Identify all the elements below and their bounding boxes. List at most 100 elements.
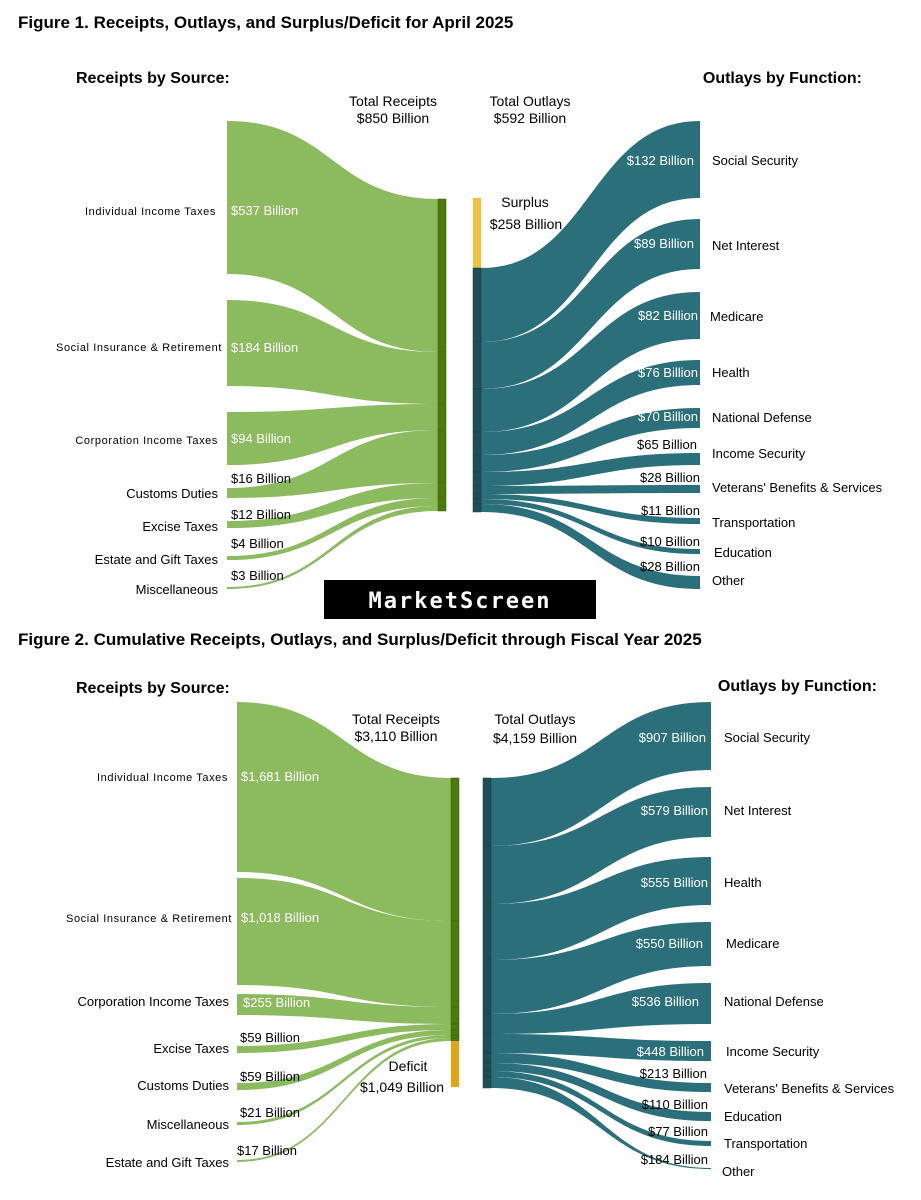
fig2-outlay-name-1: Net Interest	[724, 803, 792, 818]
fig1-receipt-bar-seg-0	[437, 198, 447, 353]
fig1-outlay-bar-seg-7	[472, 493, 482, 500]
fig1-receipt-flow-0	[227, 121, 438, 352]
fig1-outlay-name-9: Other	[712, 573, 745, 588]
fig2-balance-bar	[451, 1041, 459, 1087]
fig2-outlay-name-9: Other	[722, 1164, 755, 1179]
fig2-receipt-flow-5	[237, 1035, 451, 1125]
fig1-receipt-name-2: Corporation Income Taxes	[75, 435, 218, 447]
fig1-outlay-name-7: Transportation	[712, 515, 795, 530]
fig1-outlay-value-9: $28 Billion	[640, 559, 700, 574]
fig1-outlay-name-6: Veterans' Benefits & Services	[712, 480, 883, 495]
fig1-outlay-bar-seg-6	[472, 485, 482, 495]
fig2-outlay-flow-6	[491, 1053, 711, 1092]
fig2-receipt-flow-6	[237, 1038, 451, 1162]
fig1-outlay-flow-8	[481, 499, 700, 554]
fig2-receipt-bar-seg-2	[450, 1006, 460, 1025]
fig1-receipt-bar-seg-6	[437, 505, 447, 512]
fig1-balance-bar	[473, 198, 481, 268]
fig2-outlay-name-8: Transportation	[724, 1136, 807, 1151]
fig1-outlay-value-3: $76 Billion	[638, 365, 698, 380]
fig2-total-outlays-value: $4,159 Billion	[493, 730, 577, 746]
fig2-outlay-value-1: $579 Billion	[641, 803, 708, 818]
fig1-receipt-name-3: Customs Duties	[126, 486, 218, 501]
fig2-receipt-flow-2	[237, 994, 451, 1024]
fig2-outlay-value-5: $448 Billion	[637, 1044, 704, 1059]
fig1-total-receipts-label: Total Receipts	[349, 93, 437, 109]
fig2-outlay-value-2: $555 Billion	[641, 875, 708, 890]
fig1-receipt-bar-seg-3	[437, 429, 447, 484]
fig2-outlay-flow-7	[491, 1063, 711, 1121]
fig2-receipt-value-5: $21 Billion	[240, 1105, 300, 1120]
fig2-outlay-bar-seg-1	[482, 845, 492, 905]
fig1-receipt-bar-seg-2	[437, 403, 447, 431]
fig1-receipt-name-5: Estate and Gift Taxes	[95, 552, 219, 567]
fig1-receipt-name-1: Social Insurance & Retirement	[56, 342, 222, 354]
fig1-receipt-value-0: $537 Billion	[231, 203, 298, 218]
fig2-outlay-flow-4	[491, 983, 711, 1034]
fig2-outlay-bar-seg-9	[482, 1076, 492, 1089]
fig1-receipt-bar-seg-5	[437, 497, 447, 507]
fig2-receipt-name-0: Individual Income Taxes	[97, 772, 228, 784]
fig1-total-receipts-value: $850 Billion	[357, 110, 429, 126]
fig2-receipt-value-6: $17 Billion	[237, 1143, 297, 1158]
fig2-receipt-name-5: Miscellaneous	[147, 1117, 230, 1132]
fig2-receipt-value-3: $59 Billion	[240, 1030, 300, 1045]
fig1-outlay-bar-seg-3	[472, 431, 482, 456]
fig2-outlay-bar-seg-2	[482, 903, 492, 961]
fig2-receipt-name-3: Excise Taxes	[153, 1041, 229, 1056]
fig1-outlay-value-2: $82 Billion	[638, 308, 698, 323]
fig1-outlay-value-0: $132 Billion	[627, 153, 694, 168]
fig2-outlay-bar-seg-6	[482, 1052, 492, 1064]
fig2-outlay-name-5: Income Security	[726, 1044, 820, 1059]
fig2-receipt-bar-seg-5	[450, 1034, 460, 1039]
fig1-outlay-name-5: Income Security	[712, 446, 806, 461]
fig1-receipt-value-1: $184 Billion	[231, 340, 298, 355]
fig1-outlay-bar-seg-4	[472, 454, 482, 473]
fig1-outlay-value-5: $65 Billion	[637, 437, 697, 452]
fig2-receipt-value-4: $59 Billion	[240, 1069, 300, 1084]
fig2-receipt-flow-0	[237, 702, 451, 921]
fig1-outlay-flow-3	[481, 360, 700, 455]
fig1-outlay-name-8: Education	[714, 545, 772, 560]
fig1-outlay-bar-seg-5	[472, 471, 482, 487]
fig2-outlay-value-0: $907 Billion	[639, 730, 706, 745]
fig1-outlay-value-1: $89 Billion	[634, 236, 694, 251]
fig2-receipt-bar-seg-3	[450, 1023, 460, 1031]
fig1-total-outlays-label: Total Outlays	[490, 93, 571, 109]
fig2-outlay-flow-8	[491, 1071, 711, 1146]
fig1-receipt-bar-seg-4	[437, 482, 447, 499]
fig2-outlay-value-9: $184 Billion	[641, 1152, 708, 1167]
fig2-title: Figure 2. Cumulative Receipts, Outlays, …	[18, 630, 702, 649]
fig1-outlay-name-4: National Defense	[712, 410, 812, 425]
fig2-outlay-flow-2	[491, 857, 711, 960]
fig2-outlay-name-2: Health	[724, 875, 762, 890]
fig1-receipt-name-6: Miscellaneous	[136, 582, 219, 597]
fig2-outlay-value-4: $536 Billion	[632, 994, 699, 1009]
fig1-outlay-bar-seg-8	[472, 498, 482, 505]
fig2-receipt-value-0: $1,681 Billion	[241, 769, 319, 784]
fig2-total-receipts-label: Total Receipts	[352, 711, 440, 727]
fig1-receipt-name-4: Excise Taxes	[142, 519, 218, 534]
fig1-outlay-name-3: Health	[712, 365, 750, 380]
fig2-receipt-name-1: Social Insurance & Retirement	[66, 913, 232, 925]
fig1-receipt-bar-seg-1	[437, 351, 447, 405]
fig2-outlay-bar-seg-0	[482, 777, 492, 847]
fig1-total-outlays-value: $592 Billion	[494, 110, 566, 126]
fig1-balance-value: $258 Billion	[490, 216, 562, 232]
fig2-receipt-flow-4	[237, 1030, 451, 1090]
fig2-outlays-heading: Outlays by Function:	[718, 678, 877, 695]
fig1-outlay-bar-seg-0	[472, 267, 482, 343]
fig2-outlay-flow-9	[491, 1077, 711, 1169]
fig2-receipts-heading: Receipts by Source:	[76, 680, 230, 697]
fig1-receipt-value-3: $16 Billion	[231, 471, 291, 486]
fig1-outlays-heading: Outlays by Function:	[703, 70, 862, 87]
fig2-receipt-bar-seg-0	[450, 777, 460, 922]
labels-layer: Individual Income Taxes $537 Billion Socia…	[56, 153, 895, 1179]
fig1-outlay-flow-2	[481, 292, 700, 432]
fig2-outlay-bar-seg-4	[482, 1013, 492, 1035]
fig1-outlay-bar-seg-9	[472, 503, 482, 513]
fig2-receipt-name-2: Corporation Income Taxes	[77, 994, 229, 1009]
fig1-receipt-value-2: $94 Billion	[231, 431, 291, 446]
fig2-receipt-name-6: Estate and Gift Taxes	[106, 1155, 230, 1170]
